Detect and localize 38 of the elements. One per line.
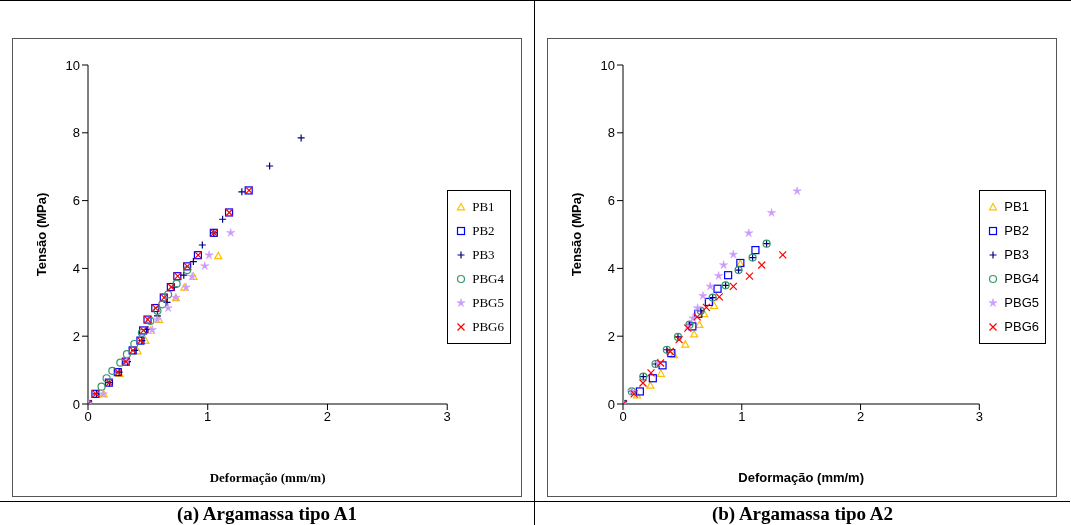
y-tick-label: 10 (600, 57, 615, 73)
x-axis-title: Deformação (mm/m) (738, 470, 865, 485)
y-tick-label: 6 (72, 193, 80, 209)
y-tick-label: 10 (65, 57, 80, 73)
y-tick-label: 8 (72, 125, 80, 141)
legend-label: PB2 (1004, 223, 1029, 238)
y-axis-title: Tensão (MPa) (568, 192, 584, 277)
legend-label: PB3 (1004, 247, 1029, 262)
x-tick-label: 2 (323, 409, 332, 425)
y-axis-title: Tensão (MPa) (33, 192, 49, 277)
y-tick-label: 0 (607, 396, 615, 412)
legend-label: PBG4 (472, 270, 504, 287)
legend-label: PBG6 (472, 318, 504, 335)
x-tick-label: 3 (975, 409, 983, 425)
legend-label: PB1 (472, 198, 495, 215)
y-tick-label: 8 (607, 125, 615, 141)
x-tick-label: 0 (619, 409, 627, 425)
y-tick-label: 0 (72, 396, 80, 412)
y-tick-label: 2 (607, 328, 615, 344)
y-tick-label: 6 (607, 193, 615, 209)
y-tick-label: 4 (72, 261, 80, 277)
x-tick-label: 1 (204, 409, 212, 425)
text: (a) Argamassa tipo A1 (0, 501, 534, 525)
x-tick-label: 0 (84, 409, 92, 425)
legend-label: PB2 (472, 222, 495, 239)
legend-label: PBG5 (472, 294, 504, 311)
x-tick-label: 3 (443, 409, 451, 425)
x-axis-title: Deformação (mm/m) (209, 470, 326, 485)
legend-label: PBG4 (1004, 271, 1039, 286)
x-tick-label: 1 (738, 409, 746, 425)
legend-label: PB3 (472, 246, 495, 263)
legend-label: PBG5 (1004, 295, 1039, 310)
legend-label: PB1 (1004, 199, 1029, 214)
text: (b) Argamassa tipo A2 (535, 501, 1070, 525)
x-tick-label: 2 (856, 409, 865, 425)
y-tick-label: 4 (607, 261, 615, 277)
y-tick-label: 2 (72, 328, 80, 344)
legend-label: PBG6 (1004, 319, 1039, 334)
